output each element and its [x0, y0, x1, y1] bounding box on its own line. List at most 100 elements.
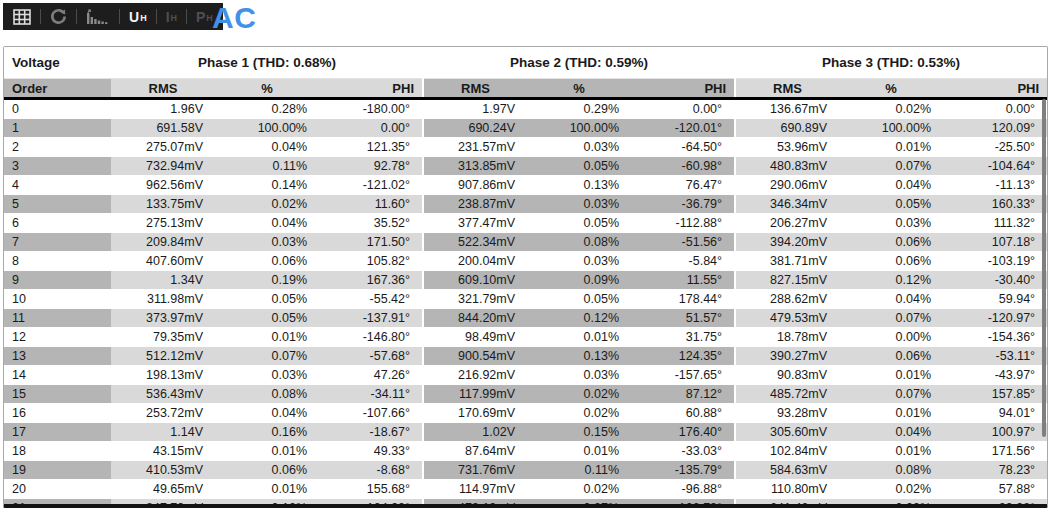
order-cell: 4	[4, 176, 111, 195]
value-cell: 0.03%	[215, 366, 319, 385]
value-cell: 53.96mV	[735, 138, 839, 157]
phi-column-header: PHI	[319, 79, 423, 99]
value-cell: 0.12%	[527, 309, 631, 328]
value-cell: 584.63mV	[735, 461, 839, 480]
order-cell: 14	[4, 366, 111, 385]
value-cell: 0.01%	[215, 328, 319, 347]
table-row: 11373.97mV0.05%-137.91°844.20mV0.12%51.5…	[4, 309, 1047, 328]
toolbar-divider	[186, 9, 187, 24]
order-cell: 20	[4, 480, 111, 499]
value-cell: 111.32°	[943, 214, 1047, 233]
value-cell: 206.27mV	[735, 214, 839, 233]
value-cell: 100.00%	[215, 119, 319, 138]
value-cell: 321.79mV	[423, 290, 527, 309]
value-cell: 114.97mV	[423, 480, 527, 499]
order-cell: 13	[4, 347, 111, 366]
pct-column-header: %	[839, 79, 943, 99]
order-cell: 2	[4, 138, 111, 157]
refresh-icon[interactable]	[50, 3, 67, 30]
value-cell: 0.01%	[839, 138, 943, 157]
toolbar: UH IH PH	[3, 3, 223, 30]
value-cell: 0.09%	[527, 271, 631, 290]
voltage-harmonics-button[interactable]: UH	[129, 3, 147, 30]
value-cell: -36.79°	[631, 195, 735, 214]
value-cell: 0.12%	[839, 271, 943, 290]
order-cell: 19	[4, 461, 111, 480]
scrollbar-thumb[interactable]	[1042, 99, 1046, 437]
value-cell: 29.98°	[943, 499, 1047, 509]
current-harmonics-button[interactable]: IH	[166, 3, 177, 30]
value-cell: -55.42°	[319, 290, 423, 309]
value-cell: 31.75°	[631, 328, 735, 347]
phase3-header: Phase 3 (THD: 0.53%)	[735, 47, 1047, 79]
order-cell: 7	[4, 233, 111, 252]
table-row: 16253.72mV0.04%-107.66°170.69mV0.02%60.8…	[4, 404, 1047, 423]
value-cell: -43.97°	[943, 366, 1047, 385]
value-cell: 381.71mV	[735, 252, 839, 271]
value-cell: 157.85°	[943, 385, 1047, 404]
rms-column-header: RMS	[111, 79, 215, 99]
value-cell: 0.00°	[319, 119, 423, 138]
power-harmonics-button[interactable]: PH	[196, 3, 213, 30]
value-cell: -33.03°	[631, 442, 735, 461]
phase1-header: Phase 1 (THD: 0.68%)	[111, 47, 423, 79]
voltage-harmonics-sub: H	[140, 14, 147, 23]
value-cell: -30.40°	[943, 271, 1047, 290]
value-cell: 133.75mV	[111, 195, 215, 214]
order-cell: 15	[4, 385, 111, 404]
value-cell: 11.55°	[631, 271, 735, 290]
phase-header-row: Voltage Phase 1 (THD: 0.68%) Phase 2 (TH…	[4, 47, 1047, 79]
table-row: 01.96V0.28%-180.00°1.97V0.29%0.00°136.67…	[4, 99, 1047, 119]
table-row: 2275.07mV0.04%121.35°231.57mV0.03%-64.50…	[4, 138, 1047, 157]
value-cell: 0.01%	[215, 480, 319, 499]
value-cell: 0.03%	[527, 252, 631, 271]
order-cell: 10	[4, 290, 111, 309]
value-cell: -96.88°	[631, 480, 735, 499]
value-cell: 170.69mV	[423, 404, 527, 423]
value-cell: 90.83mV	[735, 366, 839, 385]
value-cell: 0.13%	[527, 347, 631, 366]
value-cell: 305.60mV	[735, 423, 839, 442]
value-cell: 0.06%	[839, 252, 943, 271]
value-cell: 76.47°	[631, 176, 735, 195]
value-cell: 136.67mV	[735, 99, 839, 119]
value-cell: 87.12°	[631, 385, 735, 404]
value-cell: 0.06%	[215, 461, 319, 480]
order-cell: 3	[4, 157, 111, 176]
value-cell: 0.00°	[943, 99, 1047, 119]
value-cell: 0.03%	[527, 366, 631, 385]
table-row: 5133.75mV0.02%11.60°238.87mV0.03%-36.79°…	[4, 195, 1047, 214]
value-cell: 209.84mV	[111, 233, 215, 252]
value-cell: 102.84mV	[735, 442, 839, 461]
value-cell: 0.02%	[215, 195, 319, 214]
value-cell: 59.94°	[943, 290, 1047, 309]
rms-column-header: RMS	[735, 79, 839, 99]
value-cell: 0.08%	[839, 461, 943, 480]
table-grid-icon[interactable]	[13, 3, 31, 30]
value-cell: 0.02%	[839, 480, 943, 499]
value-cell: 0.04%	[215, 214, 319, 233]
value-cell: 102.79°	[631, 499, 735, 509]
value-cell: 87.64mV	[423, 442, 527, 461]
value-cell: -107.66°	[319, 404, 423, 423]
value-cell: 0.01%	[527, 328, 631, 347]
value-cell: 0.16%	[215, 423, 319, 442]
table-row: 10311.98mV0.05%-55.42°321.79mV0.05%178.4…	[4, 290, 1047, 309]
harmonics-bars-icon[interactable]	[86, 3, 110, 30]
value-cell: 178.44°	[631, 290, 735, 309]
value-cell: -103.19°	[943, 252, 1047, 271]
value-cell: 124.35°	[631, 347, 735, 366]
order-cell: 8	[4, 252, 111, 271]
value-cell: 117.99mV	[423, 385, 527, 404]
rms-column-header: RMS	[423, 79, 527, 99]
value-cell: 11.60°	[319, 195, 423, 214]
order-column-header: Order	[4, 79, 111, 99]
value-cell: 0.01%	[527, 442, 631, 461]
table-row: 21847.79mV0.12%124.92°479.10mV0.07%102.7…	[4, 499, 1047, 509]
value-cell: -8.68°	[319, 461, 423, 480]
phi-column-header: PHI	[631, 79, 735, 99]
value-cell: 346.34mV	[735, 195, 839, 214]
value-cell: 1.34V	[111, 271, 215, 290]
value-cell: 0.09%	[839, 499, 943, 509]
value-cell: 0.02%	[527, 385, 631, 404]
